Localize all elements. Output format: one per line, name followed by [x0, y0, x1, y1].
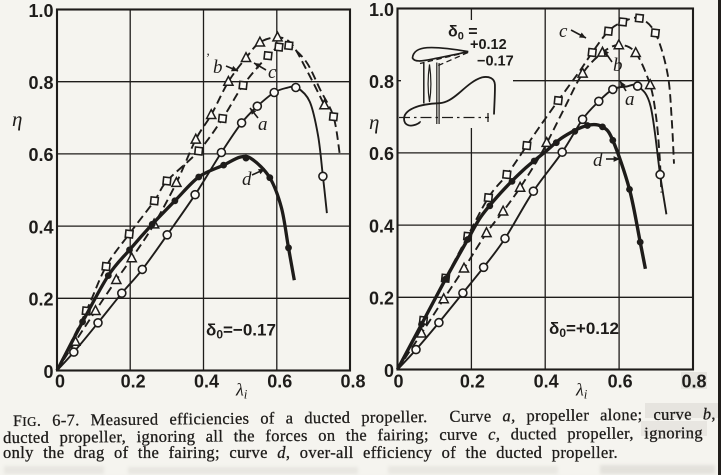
svg-text:0.2: 0.2	[121, 372, 146, 392]
svg-text:0.2: 0.2	[28, 290, 53, 310]
svg-text:0.4: 0.4	[534, 372, 559, 392]
svg-text:0.6: 0.6	[28, 145, 53, 165]
svg-text:0.6: 0.6	[267, 372, 292, 392]
svg-text:0: 0	[393, 372, 403, 392]
svg-text:λi: λi	[235, 380, 248, 402]
svg-text:0.8: 0.8	[28, 73, 53, 93]
svg-text:c: c	[268, 62, 277, 83]
svg-text:η: η	[369, 110, 379, 134]
svg-text:0.2: 0.2	[369, 289, 394, 309]
svg-text:0.2: 0.2	[460, 372, 485, 392]
svg-text:0: 0	[384, 361, 394, 381]
svg-text:0.6: 0.6	[369, 144, 394, 164]
svg-text:λi: λi	[575, 380, 588, 402]
svg-text:δ0=+0.12: δ0=+0.12	[549, 319, 619, 340]
svg-text:0: 0	[43, 362, 53, 382]
svg-text:1.0: 1.0	[369, 0, 394, 20]
svg-text:−0.17: −0.17	[477, 53, 514, 69]
svg-text:δ0 =: δ0 =	[448, 23, 478, 42]
svg-text:a: a	[258, 114, 268, 135]
svg-text:η: η	[12, 107, 22, 131]
svg-text:δ0=−0.17: δ0=−0.17	[206, 321, 276, 342]
svg-text:+0.12: +0.12	[470, 37, 507, 53]
svg-text:0.4: 0.4	[28, 217, 53, 237]
svg-text:0.4: 0.4	[369, 216, 394, 236]
svg-text:a: a	[625, 89, 635, 110]
svg-text:c: c	[559, 21, 568, 42]
svg-text:’: ’	[205, 50, 209, 65]
svg-text:0.8: 0.8	[340, 372, 365, 392]
svg-text:0.4: 0.4	[194, 372, 219, 392]
svg-text:1.0: 1.0	[28, 1, 53, 21]
svg-text:d: d	[593, 150, 603, 171]
svg-text:b: b	[613, 55, 623, 76]
svg-text:0.8: 0.8	[681, 372, 706, 392]
svg-text:b: b	[213, 57, 223, 78]
svg-text:0.6: 0.6	[608, 372, 633, 392]
svg-text:d: d	[242, 169, 252, 190]
svg-text:0: 0	[55, 372, 65, 392]
svg-text:0.8: 0.8	[369, 72, 394, 92]
